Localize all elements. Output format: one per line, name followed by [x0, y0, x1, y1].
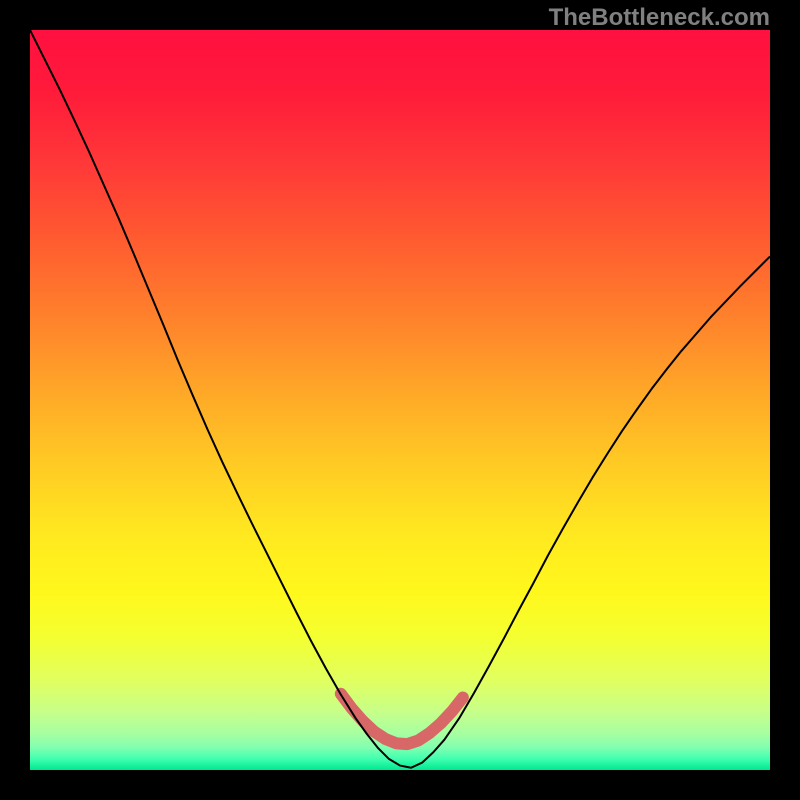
- watermark-text: TheBottleneck.com: [549, 4, 770, 32]
- chart-frame: TheBottleneck.com: [0, 0, 800, 800]
- plot-area: [30, 30, 770, 770]
